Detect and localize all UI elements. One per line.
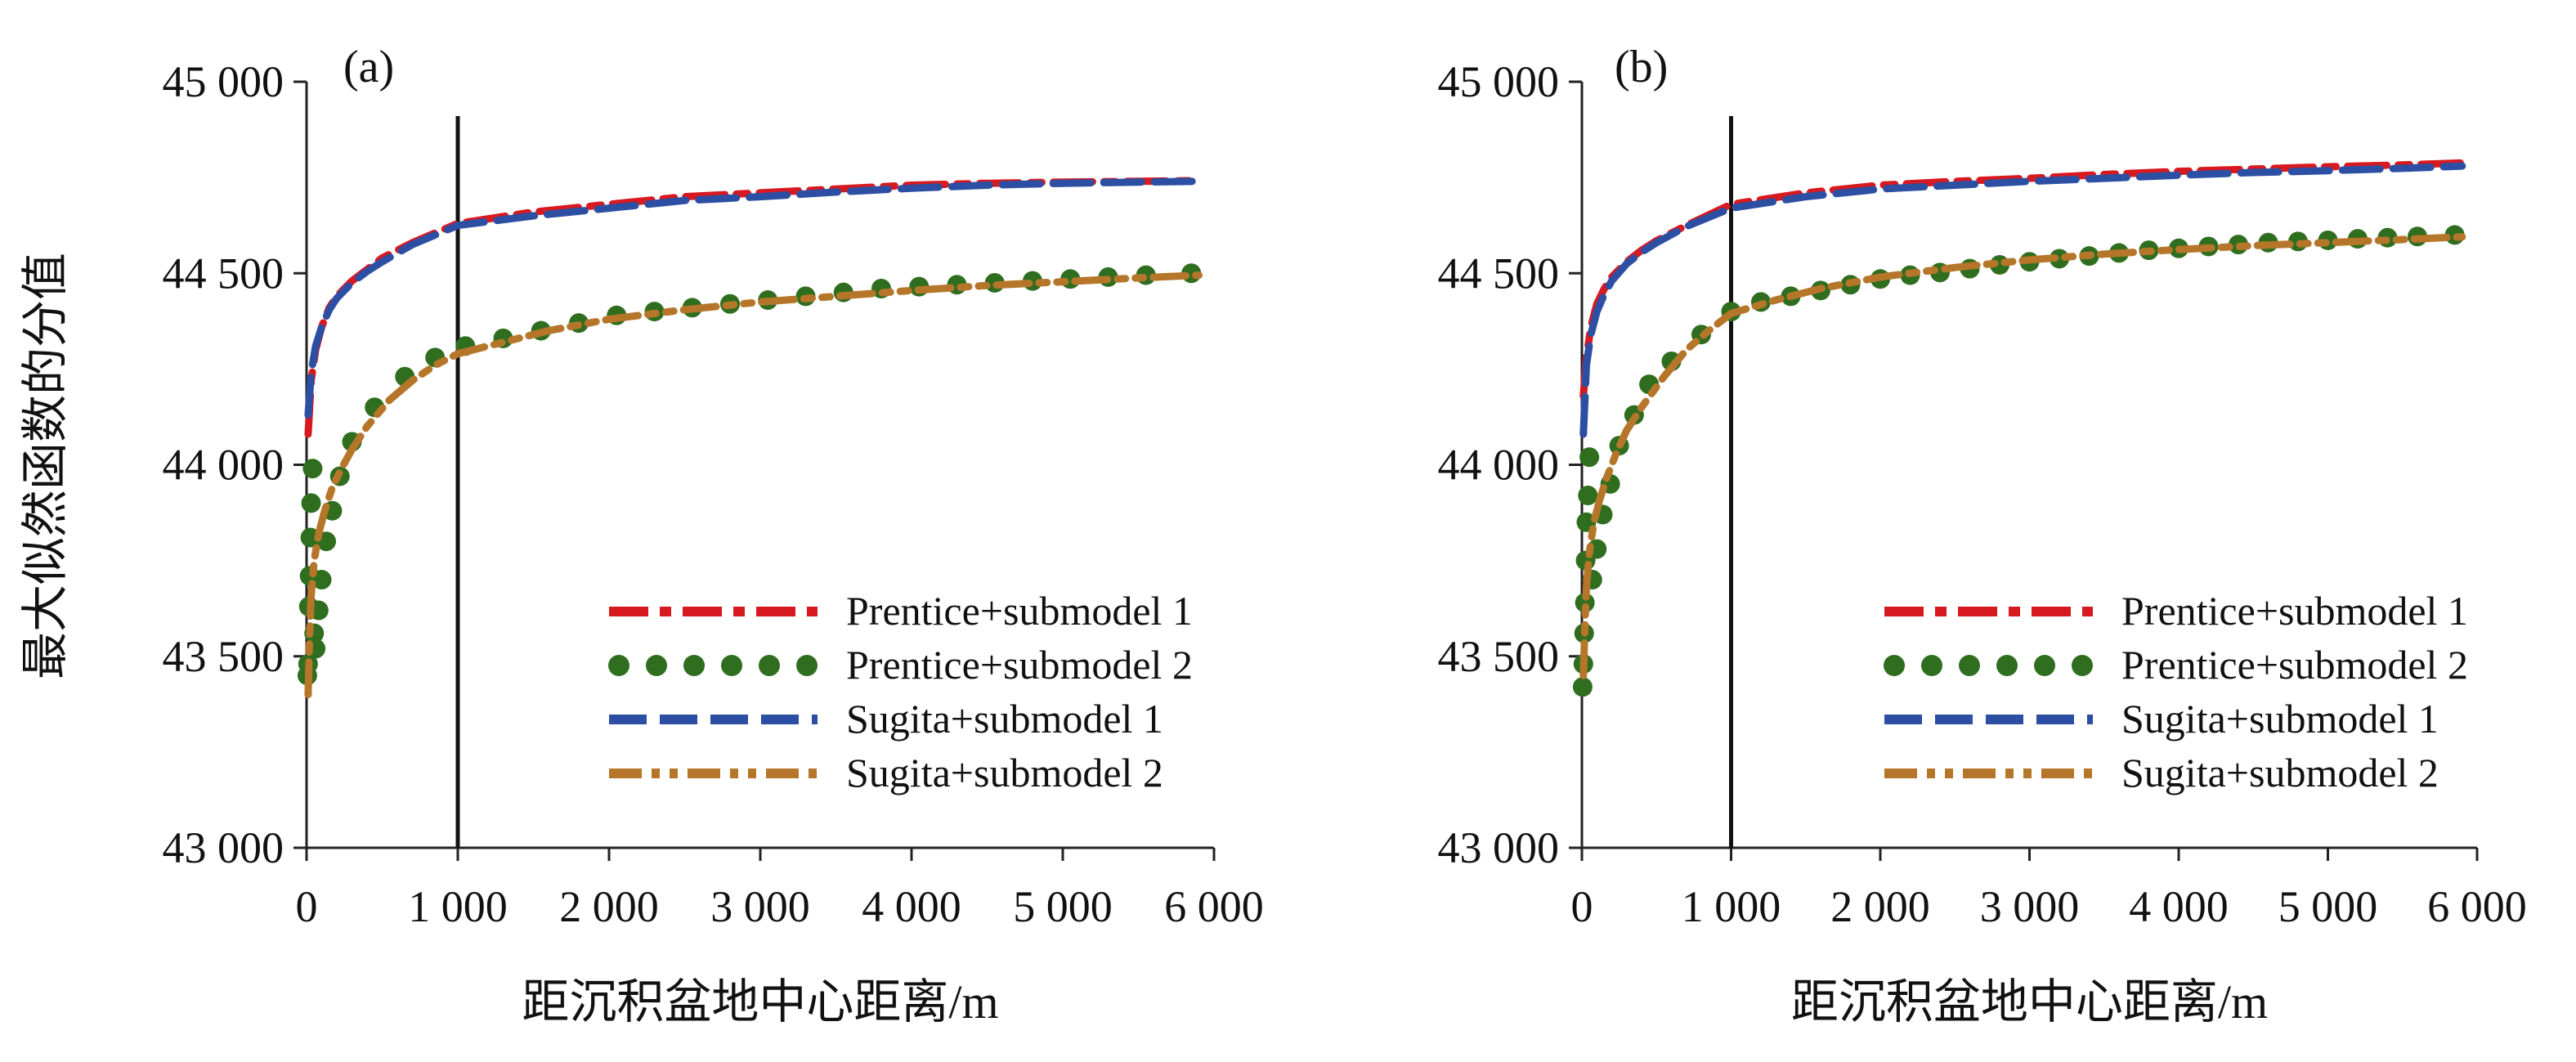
series-sugita-submodel-1 [304, 177, 1203, 419]
x-tick-label: 2 000 [1830, 882, 1930, 931]
series-prentice-submodel-1 [304, 177, 1203, 438]
legend-swatch [1884, 655, 1905, 676]
data-point [311, 570, 332, 590]
panel-label: (b) [1615, 42, 1668, 92]
legend-swatch [646, 655, 667, 676]
series-line [1579, 233, 2466, 679]
y-tick-label: 43 000 [1438, 823, 1560, 872]
x-tick-label: 3 000 [710, 882, 810, 931]
y-tick-label: 44 000 [1438, 441, 1560, 490]
legend-swatch [721, 655, 742, 676]
x-tick-label: 2 000 [559, 882, 659, 931]
legend-label: Prentice+submodel 2 [846, 642, 1193, 688]
legend-swatch [1959, 655, 1980, 676]
x-tick-label: 1 000 [1682, 882, 1781, 931]
y-tick-label: 45 000 [1438, 57, 1560, 106]
legend-swatch [759, 655, 780, 676]
y-tick-label: 45 000 [163, 57, 284, 106]
chart-panel-a: 43 000 43 500 44 000 44 500 45 000 0 1 000 2 00… [163, 42, 1264, 1028]
x-tick-label: 5 000 [2278, 882, 2378, 931]
data-point [301, 493, 321, 513]
y-tick-label: 44 000 [163, 441, 284, 490]
data-point [1579, 447, 1600, 468]
x-tick-label: 1 000 [408, 882, 508, 931]
series-sugita-submodel-2 [1579, 233, 2466, 679]
legend-label: Sugita+submodel 1 [2121, 696, 2439, 742]
legend-label: Prentice+submodel 1 [846, 588, 1193, 634]
series-sugita-submodel-1 [1579, 162, 2466, 438]
panel-label: (a) [343, 42, 394, 92]
series-line [1579, 162, 2466, 438]
x-tick-label: 6 000 [2427, 882, 2527, 931]
x-tick-label: 6 000 [1164, 882, 1264, 931]
legend-swatch [796, 655, 818, 676]
legend-swatch [1996, 655, 2018, 676]
x-axis-title: 距沉积盆地中心距离/m [1791, 975, 2268, 1028]
legend-swatch [1921, 655, 1942, 676]
data-point [1575, 593, 1595, 613]
legend-swatch [608, 655, 629, 676]
legend-label: Prentice+submodel 2 [2121, 642, 2468, 688]
x-tick-label: 3 000 [1980, 882, 2080, 931]
x-tick-label: 0 [296, 882, 318, 931]
chart-panel-b: 43 000 43 500 44 000 44 500 45 000 0 1 000 2 00… [1438, 42, 2527, 1028]
legend-label: Sugita+submodel 2 [846, 750, 1163, 795]
y-tick-label: 44 500 [163, 249, 284, 298]
series-line [304, 271, 1203, 699]
data-point [1578, 485, 1598, 505]
y-axis-title: 最大似然函数的分值 [19, 253, 72, 679]
x-tick-label: 4 000 [2129, 882, 2229, 931]
y-tick-label: 44 500 [1438, 249, 1560, 298]
y-tick-label: 43 000 [163, 823, 284, 872]
legend: Prentice+submodel 1 Prentice+submodel 2 Su… [1884, 588, 2468, 795]
y-tick-label: 43 500 [1438, 632, 1560, 681]
x-tick-label: 5 000 [1013, 882, 1113, 931]
series-line [304, 177, 1203, 419]
legend-label: Sugita+submodel 1 [846, 696, 1163, 742]
legend-label: Prentice+submodel 1 [2121, 588, 2468, 634]
legend-swatch [683, 655, 705, 676]
x-axis-title: 距沉积盆地中心距离/m [522, 975, 998, 1028]
legend-swatch [2072, 655, 2093, 676]
series-sugita-submodel-2 [304, 271, 1203, 699]
legend-swatch [2034, 655, 2055, 676]
x-tick-label: 4 000 [862, 882, 961, 931]
y-tick-label: 43 500 [163, 632, 284, 681]
series-prentice-submodel-1 [1579, 159, 2466, 400]
data-point [1572, 677, 1593, 697]
legend: Prentice+submodel 1 Prentice+submodel 2 Su… [608, 588, 1193, 795]
legend-label: Sugita+submodel 2 [2121, 750, 2439, 795]
series-line [1579, 159, 2466, 400]
x-tick-label: 0 [1571, 882, 1593, 931]
series-line [304, 177, 1203, 438]
data-point [302, 459, 323, 479]
